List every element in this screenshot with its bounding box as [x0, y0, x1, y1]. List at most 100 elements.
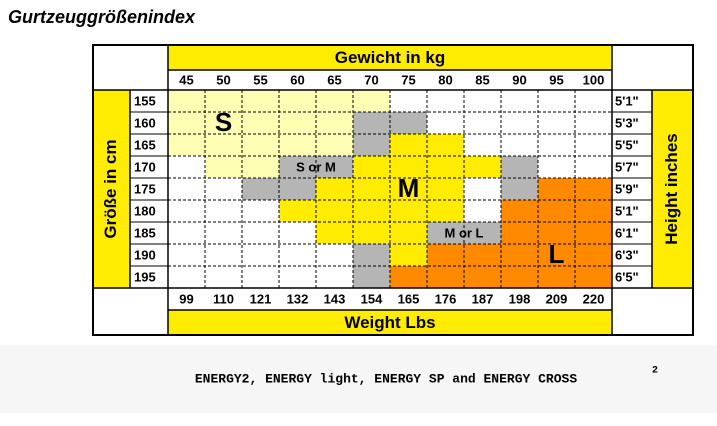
cell	[427, 222, 464, 244]
zone-label: M or L	[445, 225, 484, 240]
lbs-label: 121	[250, 291, 272, 306]
zone-label: S or M	[296, 159, 336, 174]
cell	[168, 200, 205, 222]
lbs-label: 154	[361, 291, 383, 306]
lbs-label: 209	[546, 291, 568, 306]
zone-label: M	[398, 173, 420, 203]
label-right: Height inches	[662, 133, 681, 244]
outer-border	[92, 44, 694, 336]
cell	[464, 90, 501, 112]
cell	[168, 156, 205, 178]
cell	[427, 266, 464, 288]
cell	[205, 156, 242, 178]
cell	[575, 156, 612, 178]
zone-label: L	[549, 239, 565, 269]
cell	[168, 266, 205, 288]
cm-label: 160	[134, 115, 156, 130]
cell	[538, 200, 575, 222]
cell	[279, 222, 316, 244]
cell	[205, 134, 242, 156]
cell	[316, 134, 353, 156]
inch-label: 6'1"	[615, 225, 639, 240]
cell	[501, 156, 538, 178]
cell	[353, 178, 390, 200]
cell	[205, 244, 242, 266]
footer-band-lbs	[168, 310, 612, 335]
cell	[279, 178, 316, 200]
cell	[575, 90, 612, 112]
cm-label: 190	[134, 247, 156, 262]
cell	[316, 200, 353, 222]
cell	[464, 178, 501, 200]
left-band	[93, 90, 130, 288]
inch-label: 5'3"	[615, 115, 639, 130]
kg-label: 45	[179, 72, 193, 87]
cell	[464, 244, 501, 266]
cell	[390, 244, 427, 266]
lbs-label: 132	[287, 291, 309, 306]
cm-label: 175	[134, 181, 156, 196]
cell	[464, 134, 501, 156]
cell	[538, 134, 575, 156]
cell	[168, 134, 205, 156]
cell	[205, 90, 242, 112]
cell	[575, 200, 612, 222]
cell	[427, 200, 464, 222]
cell	[464, 112, 501, 134]
kg-label: 55	[253, 72, 267, 87]
header-bottom: Weight Lbs	[344, 313, 435, 332]
lbs-label: 99	[179, 291, 193, 306]
lbs-label: 143	[324, 291, 346, 306]
kg-label: 85	[475, 72, 489, 87]
cell	[575, 178, 612, 200]
cell	[353, 200, 390, 222]
cell	[427, 90, 464, 112]
cell	[538, 178, 575, 200]
label-left: Größe in cm	[101, 139, 120, 238]
lbs-label: 165	[398, 291, 420, 306]
lbs-label: 110	[213, 291, 234, 306]
footer-band	[0, 345, 717, 413]
lbs-label: 187	[472, 291, 494, 306]
cell	[205, 222, 242, 244]
kg-label: 90	[512, 72, 526, 87]
cell	[316, 178, 353, 200]
cell	[390, 112, 427, 134]
cell	[242, 112, 279, 134]
cell	[205, 200, 242, 222]
cell	[353, 244, 390, 266]
cell	[501, 112, 538, 134]
cell	[538, 222, 575, 244]
inch-label: 5'1"	[615, 93, 639, 108]
cell	[501, 90, 538, 112]
zone-label: S	[215, 107, 232, 137]
inch-label: 5'9"	[615, 181, 639, 196]
cell	[205, 178, 242, 200]
kg-label: 70	[364, 72, 378, 87]
cell	[242, 134, 279, 156]
cell	[575, 222, 612, 244]
cell	[316, 222, 353, 244]
cell	[242, 156, 279, 178]
cell	[538, 90, 575, 112]
cell	[279, 244, 316, 266]
cell	[242, 222, 279, 244]
cell	[464, 266, 501, 288]
cell	[316, 244, 353, 266]
cell	[168, 112, 205, 134]
kg-label: 100	[583, 72, 605, 87]
lbs-label: 176	[435, 291, 457, 306]
cell	[242, 266, 279, 288]
cell	[205, 266, 242, 288]
cell	[279, 134, 316, 156]
cell	[316, 266, 353, 288]
header-band	[168, 45, 612, 70]
cell	[168, 90, 205, 112]
cell	[353, 222, 390, 244]
cell	[538, 112, 575, 134]
cell	[279, 266, 316, 288]
kg-label: 65	[327, 72, 341, 87]
cell	[427, 156, 464, 178]
right-band	[652, 90, 693, 288]
lbs-label: 198	[509, 291, 531, 306]
